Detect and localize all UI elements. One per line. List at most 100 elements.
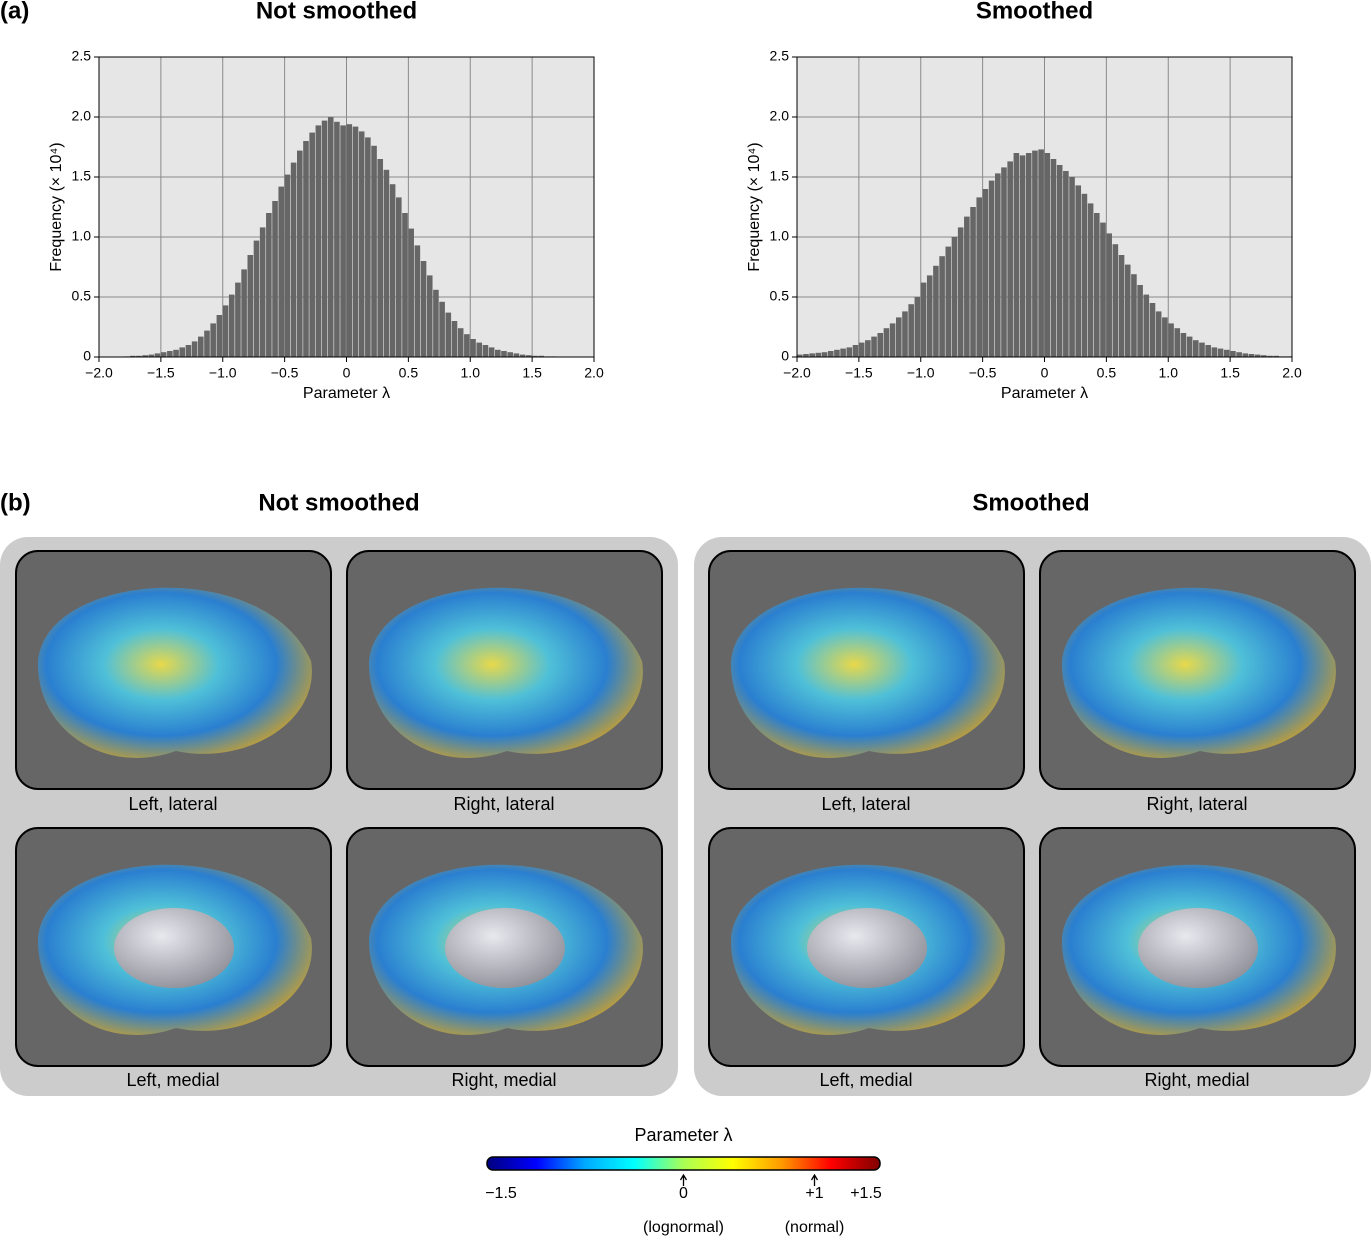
bar (957, 227, 964, 357)
bar (142, 355, 148, 357)
bar (1174, 328, 1181, 357)
bar (160, 352, 167, 357)
bar (1267, 355, 1273, 357)
chart-title: Smoothed (976, 0, 1093, 24)
bar (827, 351, 834, 357)
bar (821, 352, 828, 357)
bar (148, 354, 155, 357)
bar (852, 345, 859, 357)
bar (840, 348, 846, 357)
bar (1205, 345, 1211, 357)
x-tick-label: 1.5 (522, 365, 542, 381)
x-tick-label: −0.5 (271, 365, 299, 381)
y-tick-label: 0 (83, 348, 91, 364)
bar (988, 180, 995, 357)
bar (167, 351, 173, 357)
bar (902, 311, 908, 357)
bar (1118, 255, 1125, 357)
bar (1056, 165, 1063, 357)
plot-frame (796, 56, 1293, 358)
bar (290, 162, 297, 357)
bar (129, 355, 136, 357)
bar (1013, 153, 1020, 357)
x-tick-label: −1.0 (209, 365, 237, 381)
bar (179, 347, 186, 357)
bar (513, 353, 520, 357)
bar (1019, 155, 1026, 357)
bar (495, 349, 501, 357)
bar (538, 355, 544, 357)
bar (173, 349, 179, 357)
bar (1106, 233, 1112, 357)
bar (1112, 244, 1119, 357)
bar (228, 294, 235, 357)
y-tick-label: 0 (781, 348, 789, 364)
bar (982, 189, 989, 357)
bar (889, 323, 896, 357)
bar (191, 341, 198, 357)
bar (451, 321, 458, 357)
x-tick-label: 0 (343, 365, 351, 381)
y-axis-label: Frequency (× 10⁴) (48, 142, 65, 271)
bar (896, 317, 902, 357)
bar (457, 328, 464, 357)
y-tick-label: 1.0 (770, 228, 790, 244)
chart-title: Not smoothed (256, 0, 417, 24)
bar (933, 265, 939, 357)
bar (1131, 274, 1137, 357)
bar (970, 207, 976, 357)
panel-caption: Right, lateral (453, 794, 554, 814)
bar (951, 237, 958, 357)
brain-surface (368, 587, 643, 758)
colorbar (486, 1156, 881, 1171)
bar (266, 213, 272, 357)
bar (253, 240, 260, 357)
bar (1025, 153, 1032, 357)
y-tick-label: 2.0 (770, 108, 790, 124)
bar (914, 297, 921, 357)
bar (476, 342, 483, 357)
bar (346, 124, 353, 357)
bar (278, 186, 285, 357)
bar (1254, 354, 1261, 357)
x-tick-label: −1.5 (845, 365, 873, 381)
y-tick-label: 2.5 (72, 48, 92, 64)
bar (1193, 340, 1199, 357)
bar (235, 282, 241, 357)
bar (1069, 177, 1075, 357)
brain-panels (0, 537, 1371, 1096)
bar (488, 347, 495, 357)
bar (136, 355, 142, 357)
colorbar-tick-label: +1.5 (850, 1185, 882, 1202)
bar (445, 312, 452, 357)
bar (352, 126, 359, 357)
bar (426, 275, 433, 357)
y-tick-label: 1.5 (770, 168, 790, 184)
bar (964, 216, 970, 357)
bar (883, 328, 890, 357)
brain-surface (730, 587, 1005, 758)
bar (1242, 353, 1249, 357)
x-axis-label: Parameter λ (1001, 385, 1088, 402)
bar (920, 282, 927, 357)
bar (154, 353, 161, 357)
brain-core (114, 908, 234, 988)
bar (247, 255, 254, 357)
bar (365, 137, 371, 357)
bar (464, 334, 470, 357)
bar (501, 351, 507, 357)
bar (222, 305, 229, 357)
x-tick-label: 0 (1041, 365, 1049, 381)
panel-caption: Left, lateral (821, 794, 910, 814)
bar (1186, 336, 1193, 357)
bar (216, 315, 223, 357)
bar (1149, 303, 1156, 357)
bar (420, 261, 427, 357)
x-tick-label: 1.0 (461, 365, 481, 381)
colorbar-tick-label: −1.5 (485, 1185, 517, 1202)
bar (1236, 352, 1242, 357)
y-tick-label: 2.5 (770, 48, 790, 64)
y-tick-label: 2.0 (72, 108, 92, 124)
bar (1007, 161, 1013, 357)
panel-label: (b) (0, 489, 31, 516)
